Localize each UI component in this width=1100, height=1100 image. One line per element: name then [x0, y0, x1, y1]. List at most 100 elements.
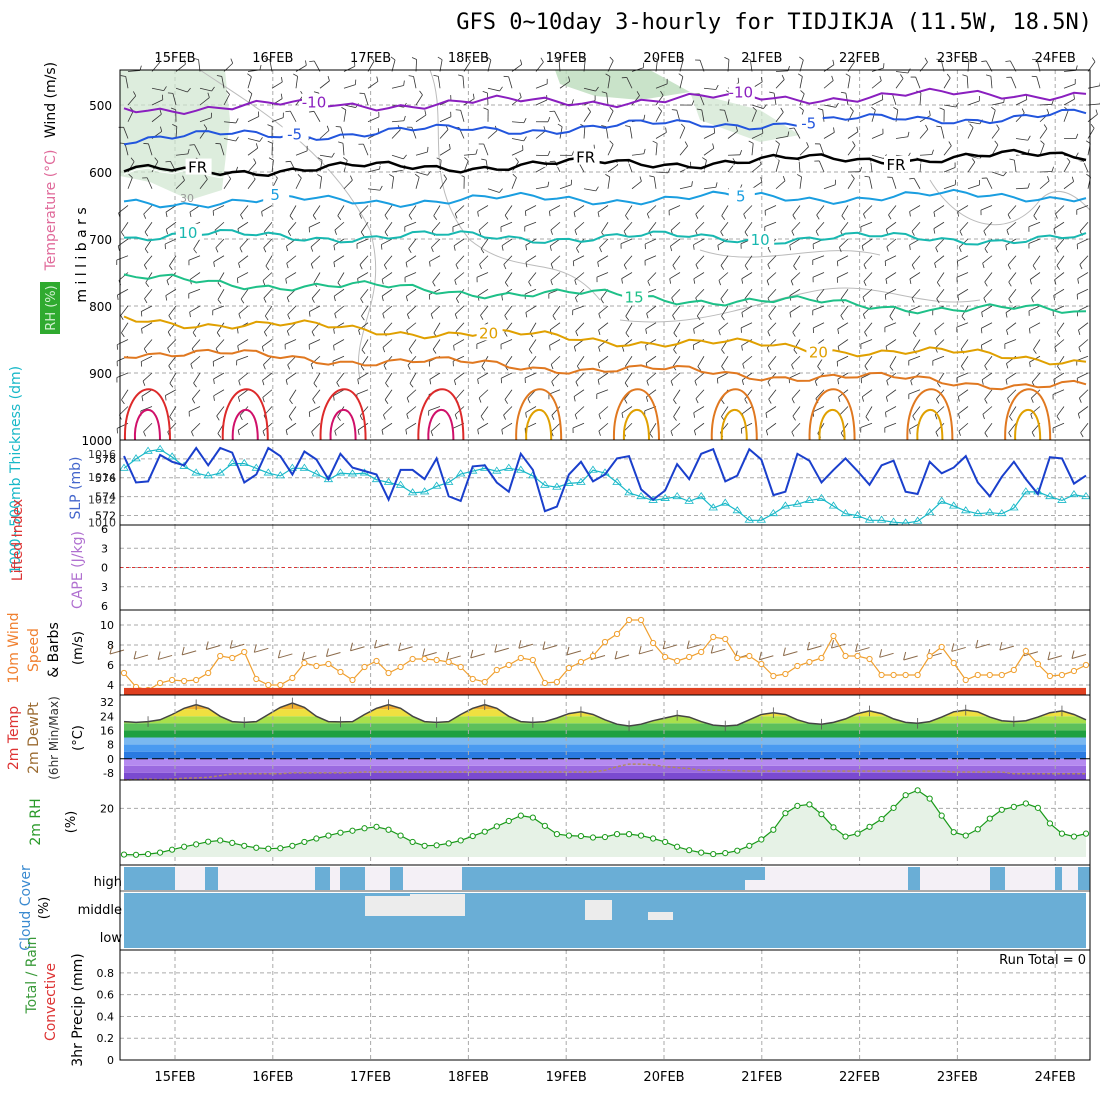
wind-barb	[911, 255, 921, 266]
wind-barb	[607, 76, 611, 89]
barb-flag	[716, 378, 719, 384]
wind-barb	[535, 83, 548, 89]
wind-barb	[119, 406, 129, 416]
barb-flag	[864, 175, 870, 178]
wind-barb	[431, 238, 441, 248]
wind-barb	[823, 132, 835, 139]
barb-flag	[1027, 183, 1030, 189]
barb-flag	[287, 231, 292, 237]
barb-flag	[293, 73, 298, 77]
barb-flag	[341, 107, 347, 111]
wind-barb	[645, 339, 657, 346]
barb-flag	[980, 328, 983, 334]
barb-flag	[971, 157, 976, 163]
wind-barb	[984, 356, 993, 366]
barb-flag	[862, 297, 866, 302]
barb-flag	[478, 397, 482, 403]
wind-barb	[721, 205, 729, 216]
barb-flag	[864, 365, 868, 371]
precip-tick: 0	[107, 1054, 114, 1067]
barb-flag	[936, 125, 942, 128]
thickness-point	[804, 495, 815, 503]
chart-title: GFS 0~10day 3-hourly for TIDJIKJA (11.5W…	[456, 10, 1092, 35]
barb-flag	[790, 280, 794, 286]
wind-barb	[935, 339, 945, 349]
wind-barb	[263, 238, 273, 248]
barb-flag	[120, 315, 124, 320]
surface-barb	[278, 653, 293, 659]
isotherm-label: -10	[302, 94, 327, 112]
thickness-tick: 574	[95, 491, 116, 504]
thickness-point	[936, 496, 947, 504]
barb-flag	[381, 279, 384, 285]
barb-flag	[605, 73, 611, 77]
wind-barb	[1007, 255, 1017, 266]
barb-flag	[480, 315, 484, 320]
barb-flag	[382, 313, 385, 319]
wind-barb	[1029, 322, 1041, 329]
barb-flag	[652, 140, 658, 144]
barb-flag	[1079, 264, 1083, 270]
wind-barb	[247, 76, 252, 89]
barb-flag	[768, 365, 772, 371]
barb-flag	[262, 397, 265, 403]
barb-flag	[239, 415, 243, 421]
rh-point	[433, 842, 440, 849]
wind-barb	[871, 154, 884, 159]
wind-barb	[672, 356, 681, 367]
wind-barb	[957, 389, 969, 398]
wind-barb	[775, 180, 786, 190]
wind-barb	[238, 389, 249, 398]
wind-barb	[813, 406, 825, 413]
wind-barb	[508, 76, 513, 89]
barb-flag	[672, 315, 676, 320]
wind-barb	[958, 406, 969, 415]
barb-flag	[317, 157, 323, 161]
lifted-index-tick: 6	[101, 523, 108, 536]
wind-barb	[793, 339, 801, 351]
pressure-tick: 500	[89, 99, 112, 113]
wind-barb	[313, 372, 321, 384]
wind-barb	[768, 305, 777, 316]
wind-barb	[816, 289, 825, 300]
wind-barb	[967, 184, 980, 190]
barb-flag	[405, 296, 408, 302]
barb-flag	[621, 412, 624, 419]
wind-barb	[789, 288, 801, 296]
wind-barb	[1031, 372, 1041, 383]
wind-barb	[1036, 76, 1041, 89]
temp-grid	[174, 695, 1056, 780]
lifted-index-tick: 3	[101, 542, 108, 555]
barb-flag	[454, 414, 458, 420]
temp-tick: 16	[100, 724, 114, 737]
wind-barb	[120, 305, 129, 316]
barb-flag	[597, 379, 600, 385]
barb-flag	[981, 345, 983, 351]
barb-flag	[166, 280, 170, 286]
wind-barb	[789, 238, 801, 246]
wind-barb	[775, 160, 780, 173]
thickness-point	[684, 496, 694, 504]
wind-barb	[724, 110, 729, 122]
wind-barb	[1010, 77, 1017, 89]
barb-flag	[767, 331, 771, 337]
barb-flag	[235, 118, 239, 124]
barb-flag	[143, 431, 146, 437]
wind-barb	[1015, 138, 1028, 141]
barb-flag	[144, 231, 149, 237]
rh-point	[830, 824, 837, 831]
wind-barb	[143, 205, 153, 215]
pressure-tick: 800	[89, 300, 112, 314]
rh-axis-label: RH (%)	[44, 285, 59, 330]
rh-label-b: (%)	[64, 811, 79, 834]
wind-barb	[188, 255, 201, 261]
wind-barb	[199, 179, 208, 189]
wind-barb	[766, 272, 777, 281]
barb-flag	[1080, 432, 1084, 438]
barb-flag	[909, 278, 912, 284]
barb-flag	[863, 264, 867, 270]
barb-flag	[741, 278, 744, 284]
barb-flag	[836, 261, 839, 267]
wind-barb	[607, 176, 611, 189]
wind-barb	[551, 422, 561, 432]
